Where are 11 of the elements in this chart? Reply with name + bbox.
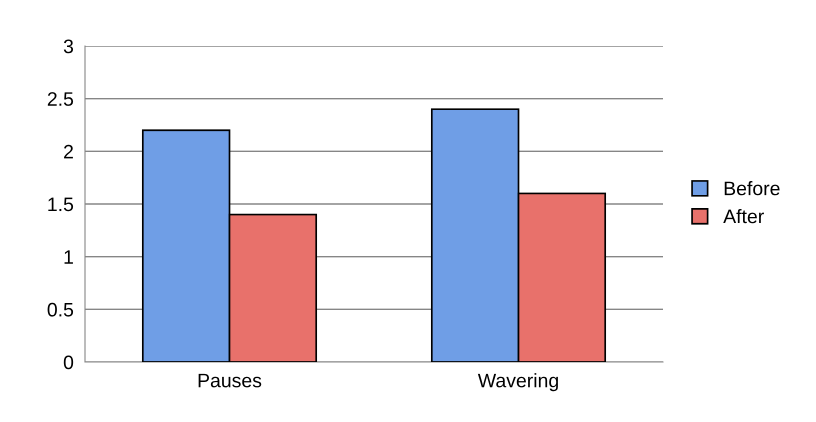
x-tick-label: Pauses	[198, 374, 262, 388]
y-tick-label: 2	[64, 144, 73, 158]
legend-label: Before	[724, 181, 780, 196]
y-tick-label: 0.5	[48, 302, 74, 317]
y-tick-label: 3	[64, 39, 74, 54]
x-tick-label: Wavering	[478, 373, 558, 392]
y-tick-label: 2.5	[48, 92, 74, 106]
y-tick-label: 1	[64, 250, 73, 264]
y-tick-label: 1.5	[48, 198, 74, 212]
y-tick-label: 0	[64, 355, 74, 370]
legend-label: After	[723, 208, 764, 224]
